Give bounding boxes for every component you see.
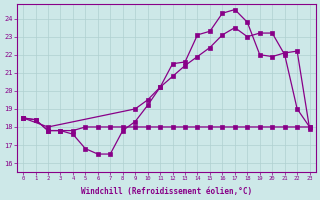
X-axis label: Windchill (Refroidissement éolien,°C): Windchill (Refroidissement éolien,°C)	[81, 187, 252, 196]
